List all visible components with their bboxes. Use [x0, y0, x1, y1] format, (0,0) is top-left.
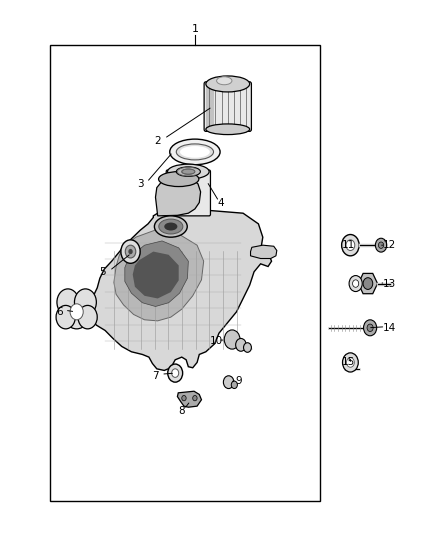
Text: 11: 11	[342, 240, 355, 250]
Circle shape	[231, 381, 237, 389]
Text: 4: 4	[218, 198, 225, 207]
Ellipse shape	[206, 76, 250, 92]
Circle shape	[367, 324, 373, 332]
Ellipse shape	[154, 216, 187, 237]
Ellipse shape	[159, 219, 183, 234]
Circle shape	[74, 289, 96, 316]
Circle shape	[364, 320, 377, 336]
Text: 13: 13	[383, 279, 396, 288]
Polygon shape	[251, 245, 277, 259]
Circle shape	[223, 376, 234, 389]
Circle shape	[363, 278, 373, 289]
Polygon shape	[88, 205, 272, 370]
Ellipse shape	[176, 144, 214, 160]
Circle shape	[375, 238, 387, 252]
FancyBboxPatch shape	[204, 82, 251, 131]
Circle shape	[128, 249, 133, 254]
Circle shape	[168, 364, 183, 382]
Circle shape	[125, 245, 136, 258]
Polygon shape	[125, 241, 188, 306]
Circle shape	[56, 305, 75, 329]
Circle shape	[182, 395, 186, 401]
Circle shape	[193, 395, 197, 401]
Ellipse shape	[159, 172, 199, 187]
Ellipse shape	[180, 146, 210, 158]
Ellipse shape	[164, 223, 177, 231]
Text: 6: 6	[56, 307, 63, 317]
Ellipse shape	[216, 77, 232, 85]
Polygon shape	[133, 252, 179, 298]
Bar	[50, 45, 320, 501]
Ellipse shape	[170, 139, 220, 165]
Circle shape	[244, 343, 251, 352]
Circle shape	[63, 295, 91, 329]
Circle shape	[346, 358, 354, 367]
Circle shape	[78, 305, 97, 329]
Ellipse shape	[176, 167, 200, 176]
Polygon shape	[206, 84, 214, 129]
Circle shape	[121, 240, 140, 263]
Text: 9: 9	[235, 376, 242, 386]
Polygon shape	[155, 177, 201, 216]
Text: 8: 8	[178, 407, 185, 416]
Circle shape	[343, 353, 358, 372]
Circle shape	[57, 289, 79, 316]
Circle shape	[353, 280, 359, 287]
Ellipse shape	[206, 124, 250, 134]
Text: 15: 15	[342, 358, 355, 367]
Text: 1: 1	[191, 25, 198, 34]
Circle shape	[224, 330, 240, 349]
Text: 10: 10	[210, 336, 223, 346]
Circle shape	[378, 242, 384, 248]
Polygon shape	[177, 391, 201, 407]
Ellipse shape	[167, 164, 209, 179]
Circle shape	[236, 338, 246, 351]
Text: 2: 2	[154, 136, 161, 146]
Circle shape	[342, 235, 359, 256]
Text: 7: 7	[152, 371, 159, 381]
Circle shape	[346, 240, 355, 251]
Text: 14: 14	[383, 323, 396, 333]
Circle shape	[172, 369, 179, 377]
Polygon shape	[114, 229, 204, 321]
Text: 5: 5	[99, 267, 106, 277]
Text: 3: 3	[137, 179, 144, 189]
Ellipse shape	[182, 169, 195, 174]
Circle shape	[70, 304, 83, 320]
Circle shape	[349, 276, 362, 292]
Text: 12: 12	[383, 240, 396, 250]
FancyBboxPatch shape	[166, 170, 210, 216]
